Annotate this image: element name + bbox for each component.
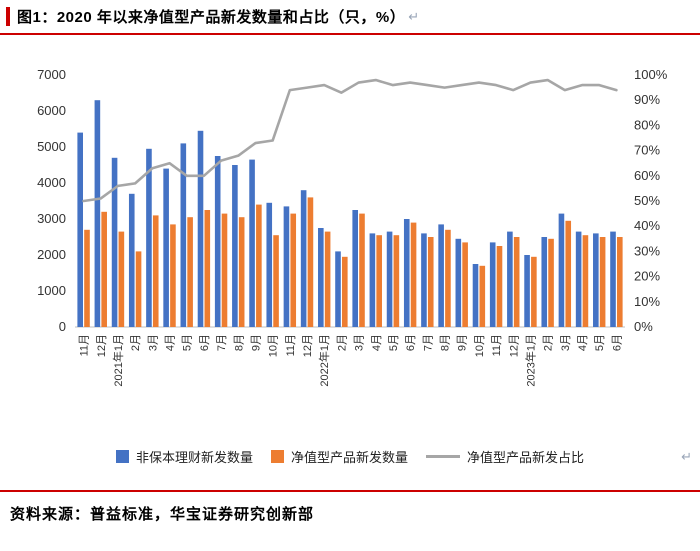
svg-text:5月: 5月 xyxy=(388,334,400,351)
svg-text:60%: 60% xyxy=(634,168,660,183)
orange-bar-swatch-icon xyxy=(270,450,284,463)
gray-line-swatch-icon xyxy=(426,455,460,458)
svg-text:6月: 6月 xyxy=(199,334,211,351)
legend-label: 净值型产品新发占比 xyxy=(467,450,585,465)
paragraph-return-icon: ↵ xyxy=(408,8,420,24)
combo-chart: 0 1000 2000 3000 4000 5000 6000 7000 0% 10% 20% 30%… xyxy=(0,40,700,440)
svg-text:11月: 11月 xyxy=(285,334,297,356)
svg-text:2月: 2月 xyxy=(336,334,348,351)
title-accent-bar xyxy=(6,7,10,26)
svg-text:5000: 5000 xyxy=(37,139,66,154)
svg-text:90%: 90% xyxy=(634,92,660,107)
svg-text:80%: 80% xyxy=(634,117,660,132)
figure-title-row: 图1：2020 年以来净值型产品新发数量和占比（只，%） ↵ xyxy=(6,6,694,27)
svg-text:9月: 9月 xyxy=(250,334,262,351)
svg-text:8月: 8月 xyxy=(233,334,245,351)
blue-bar-swatch-icon xyxy=(115,450,129,463)
svg-text:2021年1月: 2021年1月 xyxy=(111,334,125,387)
svg-text:6000: 6000 xyxy=(37,103,66,118)
figure-title: 图1：2020 年以来净值型产品新发数量和占比（只，%） xyxy=(17,9,406,26)
svg-text:4000: 4000 xyxy=(37,175,66,190)
svg-text:2月: 2月 xyxy=(543,334,555,351)
chart-legend: 非保本理财新发数量 净值型产品新发数量 净值型产品新发占比 xyxy=(0,447,700,466)
svg-text:10月: 10月 xyxy=(474,334,486,357)
top-red-rule xyxy=(0,33,700,35)
svg-text:2000: 2000 xyxy=(37,247,66,262)
legend-item-ratio: 净值型产品新发占比 xyxy=(426,447,584,466)
bottom-red-rule xyxy=(0,490,700,492)
svg-text:12月: 12月 xyxy=(302,334,314,357)
svg-text:10%: 10% xyxy=(634,294,660,309)
svg-text:70%: 70% xyxy=(634,143,660,158)
svg-text:7月: 7月 xyxy=(216,334,228,351)
svg-text:30%: 30% xyxy=(634,243,660,258)
svg-text:12月: 12月 xyxy=(508,334,520,357)
svg-text:7月: 7月 xyxy=(422,334,434,351)
svg-text:8月: 8月 xyxy=(440,334,452,351)
combo-chart-svg: 0 1000 2000 3000 4000 5000 6000 7000 0% 10% 20% 30%… xyxy=(37,67,668,387)
svg-text:7000: 7000 xyxy=(37,67,66,82)
svg-text:50%: 50% xyxy=(634,193,660,208)
svg-text:2月: 2月 xyxy=(130,334,142,351)
paragraph-return-icon: ↵ xyxy=(681,449,692,464)
svg-text:12月: 12月 xyxy=(96,334,108,357)
svg-text:2022年1月: 2022年1月 xyxy=(317,334,331,387)
legend-label: 非保本理财新发数量 xyxy=(135,450,253,465)
svg-text:9月: 9月 xyxy=(457,334,469,351)
svg-text:5月: 5月 xyxy=(594,334,606,351)
svg-text:10月: 10月 xyxy=(268,334,280,357)
svg-text:1000: 1000 xyxy=(37,283,66,298)
svg-text:11月: 11月 xyxy=(79,334,91,356)
svg-text:6月: 6月 xyxy=(405,334,417,351)
source-note: 资料来源：普益标准，华宝证券研究创新部 xyxy=(10,507,315,523)
svg-text:40%: 40% xyxy=(634,218,660,233)
svg-text:20%: 20% xyxy=(634,269,660,284)
svg-text:3月: 3月 xyxy=(354,334,366,351)
svg-text:3月: 3月 xyxy=(147,334,159,351)
svg-text:3月: 3月 xyxy=(560,334,572,351)
svg-text:4月: 4月 xyxy=(165,334,177,351)
svg-text:2023年1月: 2023年1月 xyxy=(523,334,537,387)
svg-text:4月: 4月 xyxy=(371,334,383,351)
svg-text:11月: 11月 xyxy=(491,334,503,356)
legend-label: 净值型产品新发数量 xyxy=(290,450,408,465)
legend-item-nonguaranteed: 非保本理财新发数量 xyxy=(115,447,253,466)
svg-text:100%: 100% xyxy=(634,67,668,82)
legend-item-netvalue: 净值型产品新发数量 xyxy=(270,447,408,466)
svg-text:0%: 0% xyxy=(634,319,653,334)
svg-text:3000: 3000 xyxy=(37,211,66,226)
svg-text:4月: 4月 xyxy=(577,334,589,351)
svg-text:6月: 6月 xyxy=(611,334,623,351)
svg-text:5月: 5月 xyxy=(182,334,194,351)
svg-text:0: 0 xyxy=(59,319,66,334)
